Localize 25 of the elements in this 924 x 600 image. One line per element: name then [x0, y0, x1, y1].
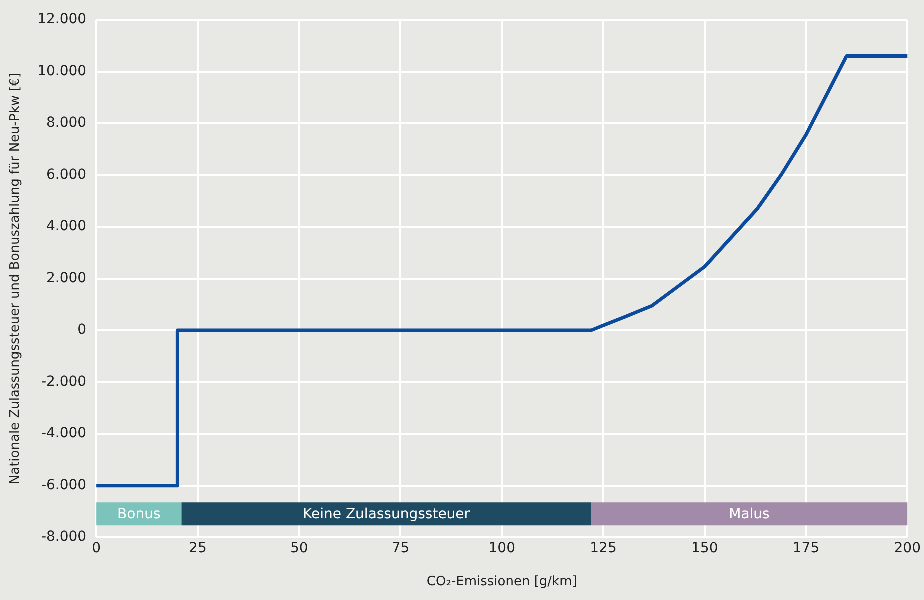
band-label: Malus: [729, 506, 770, 523]
y-tick-label: 2.000: [46, 270, 87, 286]
y-tick-label: -6.000: [41, 477, 87, 494]
y-tick-label: -4.000: [41, 426, 87, 442]
x-tick-label: 75: [392, 540, 410, 557]
x-tick-label: 150: [692, 540, 718, 557]
x-tick-label: 0: [92, 540, 102, 557]
x-tick-label: 100: [488, 540, 516, 557]
band-label: Bonus: [118, 506, 161, 523]
y-tick-label: 4.000: [46, 218, 87, 235]
band-label: Keine Zulassungssteuer: [303, 506, 470, 523]
x-tick-label: 25: [189, 540, 207, 557]
y-tick-label: 12.000: [38, 12, 87, 28]
y-axis-title: Nationale Zulassungssteuer und Bonuszahlung für Neu-Pkw [€]: [8, 72, 24, 485]
y-tick-label: -2.000: [41, 374, 87, 390]
x-tick-label: 50: [290, 540, 308, 557]
y-tick-label: -8.000: [41, 529, 87, 546]
x-tick-label: 175: [792, 540, 820, 557]
x-tick-label: 200: [894, 540, 922, 557]
y-tick-label: 10.000: [38, 63, 87, 80]
x-tick-label: 125: [590, 540, 617, 557]
x-axis-title: CO₂-Emissionen [g/km]: [426, 574, 578, 590]
y-tick-label: 0: [78, 322, 87, 338]
y-tick-label: 8.000: [46, 115, 87, 132]
y-tick-label: 6.000: [46, 166, 87, 183]
